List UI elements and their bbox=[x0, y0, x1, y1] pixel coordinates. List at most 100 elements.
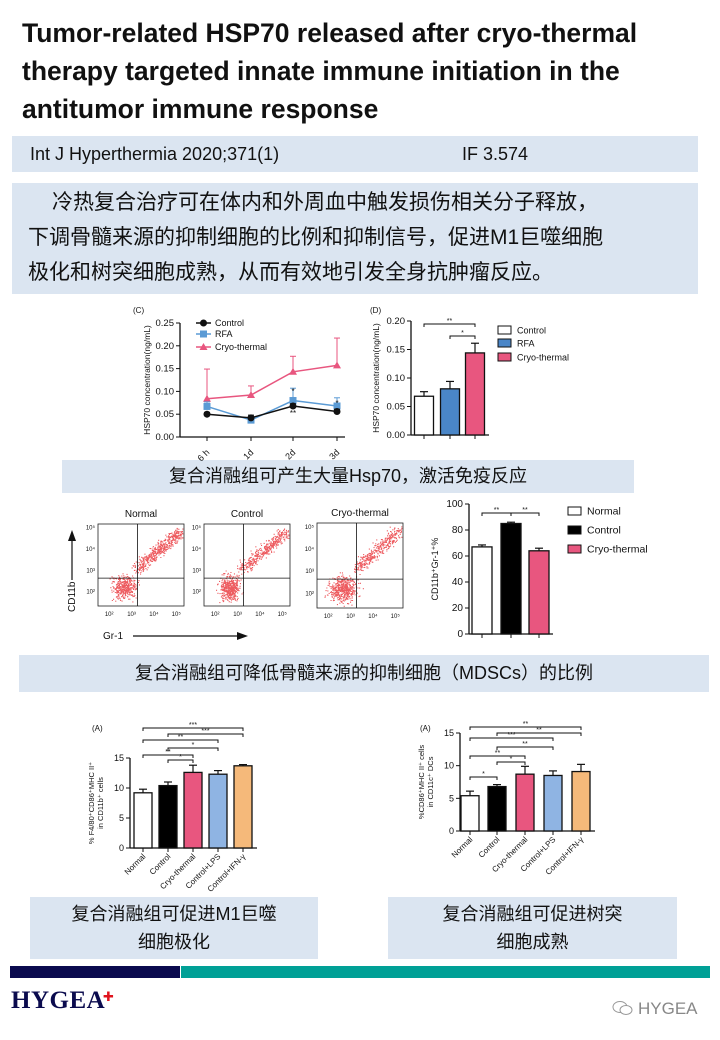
significance-bracket: * bbox=[167, 754, 194, 763]
y-tick-label: 10⁴ bbox=[86, 546, 96, 553]
y-tick-label: 0.20 bbox=[387, 316, 406, 327]
bar-cryo-thermal bbox=[183, 771, 203, 849]
significance-label: ** bbox=[495, 750, 501, 757]
y-tick-label: 15 bbox=[444, 728, 454, 738]
y-axis-label: in CD11c⁺ DCs bbox=[426, 756, 435, 807]
panel-label: (A) bbox=[420, 724, 431, 733]
bracket-line bbox=[142, 739, 219, 743]
data-point bbox=[333, 407, 341, 415]
significance-bracket: *** bbox=[167, 728, 244, 737]
y-tick-label: 15 bbox=[114, 753, 124, 763]
bracket-line bbox=[469, 726, 582, 730]
significance-bracket: ** bbox=[142, 734, 219, 743]
x-tick-label: 10⁴ bbox=[368, 613, 378, 620]
bracket-line bbox=[496, 732, 582, 736]
x-tick-label: 2d bbox=[283, 447, 297, 461]
x-tick-label: 10⁴ bbox=[149, 611, 159, 618]
x-tick-label: 10⁵ bbox=[172, 611, 182, 618]
y-tick-label: 10² bbox=[192, 590, 201, 596]
x-tick-label: 10⁵ bbox=[391, 613, 401, 620]
flow-cytometry-figure: Normal 10² 10² 10³ 10³ 10⁴ 10⁴ 10⁵ 10⁵ Control 10²… bbox=[67, 508, 404, 642]
bar-control-lps bbox=[208, 773, 228, 849]
title-line: Tumor-related HSP70 released after cryo-… bbox=[22, 18, 638, 48]
y-axis-label: HSP70 concentration(ng/mL) bbox=[371, 323, 381, 433]
significance-label: ** bbox=[447, 318, 453, 325]
journal-citation: Int J Hyperthermia 2020;371(1) bbox=[30, 144, 280, 164]
bar-cryo-thermal bbox=[515, 773, 535, 832]
bar-control bbox=[413, 395, 435, 436]
x-tick-label: Normal bbox=[123, 852, 148, 877]
bar-control-ifn- bbox=[571, 770, 591, 832]
y-tick-label: 60 bbox=[452, 551, 464, 562]
y-tick-label: 10⁵ bbox=[305, 524, 315, 531]
x-tick-label: 10³ bbox=[346, 614, 355, 620]
data-point bbox=[203, 402, 211, 410]
bracket-line bbox=[167, 759, 194, 763]
y-tick-label: 80 bbox=[452, 525, 464, 536]
chart-0: (C) 0.00 0.05 0.10 0.15 0.20 0.25 HSP70 concent… bbox=[133, 306, 345, 463]
bar-normal bbox=[460, 795, 480, 832]
bar-control bbox=[500, 522, 522, 635]
panel-label: (C) bbox=[133, 306, 144, 315]
y-tick-label: 10³ bbox=[86, 568, 95, 574]
hygea-logo: HYGEA bbox=[11, 987, 106, 1014]
significance-label: ** bbox=[165, 749, 171, 756]
y-axis-label: CD11b bbox=[67, 581, 78, 612]
legend-label: Control bbox=[215, 318, 244, 328]
scatter-dots bbox=[324, 526, 403, 607]
arrow-right-icon bbox=[237, 632, 248, 640]
significance-label: ** bbox=[290, 409, 296, 418]
flow-plot-0: Normal 10² 10² 10³ 10³ 10⁴ 10⁴ 10⁵ 10⁵ bbox=[86, 509, 185, 618]
y-tick-label: 100 bbox=[446, 499, 463, 510]
flow-plot-title: Cryo-thermal bbox=[331, 508, 389, 519]
significance-bracket: ** bbox=[423, 318, 476, 327]
y-tick-label: 10⁵ bbox=[86, 525, 96, 532]
caption-line: 复合消融组可促进M1巨噬 bbox=[71, 904, 277, 924]
significance-bracket: ** bbox=[496, 727, 582, 736]
flow-plot-title: Control bbox=[231, 509, 263, 520]
significance-bracket: *** bbox=[142, 722, 244, 731]
bracket-line bbox=[510, 512, 540, 516]
data-point bbox=[289, 402, 297, 410]
caption-mdsc: 复合消融组可降低骨髓来源的抑制细胞（MDSCs）的比例 bbox=[19, 655, 709, 692]
significance-label: *** bbox=[201, 728, 209, 735]
series-cryo-thermal bbox=[203, 337, 341, 402]
flow-plot-2: Cryo-thermal 10² 10² 10³ 10³ 10⁴ 10⁴ 10⁵ 10⁵ bbox=[305, 508, 404, 620]
y-axis-label: in CD11b⁺ cells bbox=[96, 777, 105, 829]
significance-label: * bbox=[482, 771, 485, 778]
significance-bracket: * bbox=[167, 742, 219, 751]
significance-bracket: * bbox=[469, 771, 498, 780]
y-axis-label: % F4/80⁺CD86⁺MHC II⁺ bbox=[87, 762, 96, 844]
bracket-line bbox=[469, 755, 526, 759]
series-control bbox=[203, 402, 341, 422]
y-tick-label: 0.20 bbox=[156, 341, 175, 352]
scatter-dots bbox=[109, 527, 184, 603]
x-tick-label: 10⁴ bbox=[255, 611, 265, 618]
bracket-line bbox=[167, 747, 219, 751]
significance-label: * bbox=[179, 754, 182, 761]
footer-bar-teal bbox=[181, 966, 710, 978]
chart-1: (D) 0.00 0.05 0.10 0.15 0.20 HSP70 concentrati… bbox=[370, 306, 569, 441]
bar-control bbox=[487, 785, 507, 832]
flow-plot-1: Control 10² 10² 10³ 10³ 10⁴ 10⁴ 10⁵ 10⁵ bbox=[192, 509, 291, 618]
x-tick-label: 10⁵ bbox=[278, 611, 288, 618]
y-tick-label: 5 bbox=[119, 813, 124, 823]
panel-label: (D) bbox=[370, 306, 381, 315]
legend-label: Control bbox=[517, 326, 546, 336]
legend-label: Cryo-thermal bbox=[587, 544, 648, 556]
citation-bar: Int J Hyperthermia 2020;371(1) IF 3.574 bbox=[12, 136, 698, 172]
significance-bracket: *** bbox=[469, 732, 554, 741]
legend-label: Control bbox=[587, 525, 621, 537]
y-tick-label: 0.15 bbox=[387, 345, 406, 356]
y-tick-label: 0.00 bbox=[387, 430, 406, 441]
significance-label: ** bbox=[494, 507, 500, 514]
data-point bbox=[289, 367, 297, 375]
y-tick-label: 0.05 bbox=[156, 409, 175, 420]
significance-bracket: ** bbox=[469, 750, 526, 759]
y-axis-label: HSP70 concentration(ng/mL) bbox=[142, 325, 152, 435]
y-tick-label: 10² bbox=[305, 591, 314, 597]
y-tick-label: 0 bbox=[119, 843, 124, 853]
x-tick-label: 10² bbox=[211, 612, 220, 618]
x-tick-label: 10³ bbox=[233, 612, 242, 618]
